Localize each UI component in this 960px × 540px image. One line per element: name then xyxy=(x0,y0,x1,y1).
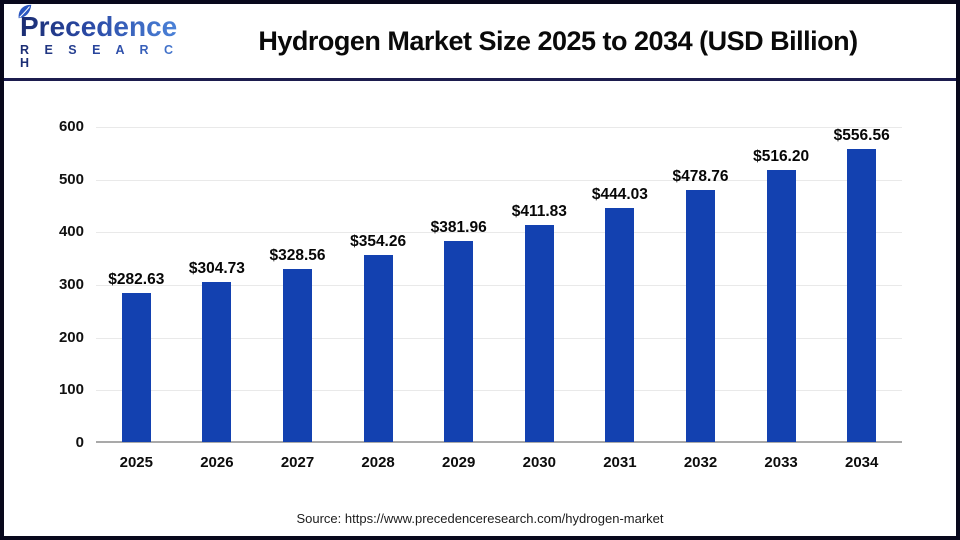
gridline xyxy=(96,127,902,128)
gridline xyxy=(96,337,902,339)
bar-2031 xyxy=(605,208,635,442)
source-note: Source: https://www.precedenceresearch.c… xyxy=(296,511,664,526)
bar-value-label: $328.56 xyxy=(269,246,326,264)
bar-2033 xyxy=(766,170,796,442)
bar-2025 xyxy=(121,293,151,442)
page-title: Hydrogen Market Size 2025 to 2034 (USD B… xyxy=(258,25,858,56)
bar-value-label: $381.96 xyxy=(430,218,487,236)
logo-subname: R E S E A R C H xyxy=(20,44,190,69)
x-tick-label: 2034 xyxy=(845,454,879,471)
y-tick-label: 200 xyxy=(58,328,84,346)
bar-value-label: $478.76 xyxy=(672,167,729,185)
gridline xyxy=(96,285,902,286)
x-axis-line xyxy=(96,441,902,443)
bar-value-label: $411.83 xyxy=(511,203,567,221)
y-tick-label: 300 xyxy=(58,276,84,293)
logo-name: Precedence xyxy=(20,11,178,42)
gridline xyxy=(96,390,902,392)
x-tick-label: 2026 xyxy=(200,454,234,471)
header-separator xyxy=(4,78,956,81)
x-tick-label: 2033 xyxy=(764,454,798,471)
bar-2034 xyxy=(847,148,877,442)
gridline xyxy=(96,179,902,181)
bar-value-label: $354.26 xyxy=(350,233,407,251)
plot-area: 0 100 200 300 400 500 600 $282.63 2025 $304.73 202… xyxy=(59,118,902,471)
precedence-research-logo: Precedence R E S E A R C H xyxy=(18,4,190,69)
bar-2028 xyxy=(363,255,393,442)
y-tick-label: 400 xyxy=(58,223,84,241)
gridline xyxy=(96,232,902,234)
x-tick-label: 2030 xyxy=(522,454,556,471)
bar-2030 xyxy=(524,225,554,442)
y-tick-label: 0 xyxy=(75,434,84,451)
header: Precedence R E S E A R C H Hydrogen Mark… xyxy=(4,4,956,78)
x-tick-label: 2028 xyxy=(361,454,395,471)
bar-value-label: $282.63 xyxy=(108,271,165,289)
bar-value-label: $556.56 xyxy=(833,126,890,144)
bar-2029 xyxy=(444,240,474,442)
x-tick-label: 2029 xyxy=(442,454,476,471)
leaf-icon xyxy=(18,4,32,19)
x-tick-label: 2031 xyxy=(603,454,637,471)
y-tick-label: 100 xyxy=(58,381,84,399)
bar-2027 xyxy=(283,268,312,442)
x-tick-label: 2025 xyxy=(119,454,153,471)
bar-value-label: $304.73 xyxy=(188,259,245,277)
bar-2026 xyxy=(202,281,232,442)
y-tick-label: 600 xyxy=(58,118,84,135)
bar-2032 xyxy=(686,189,715,442)
x-tick-label: 2032 xyxy=(683,454,718,471)
x-tick-label: 2027 xyxy=(280,454,315,471)
bar-value-label: $516.20 xyxy=(753,148,810,166)
y-tick-label: 500 xyxy=(58,170,84,188)
bar-value-label: $444.03 xyxy=(591,186,648,204)
